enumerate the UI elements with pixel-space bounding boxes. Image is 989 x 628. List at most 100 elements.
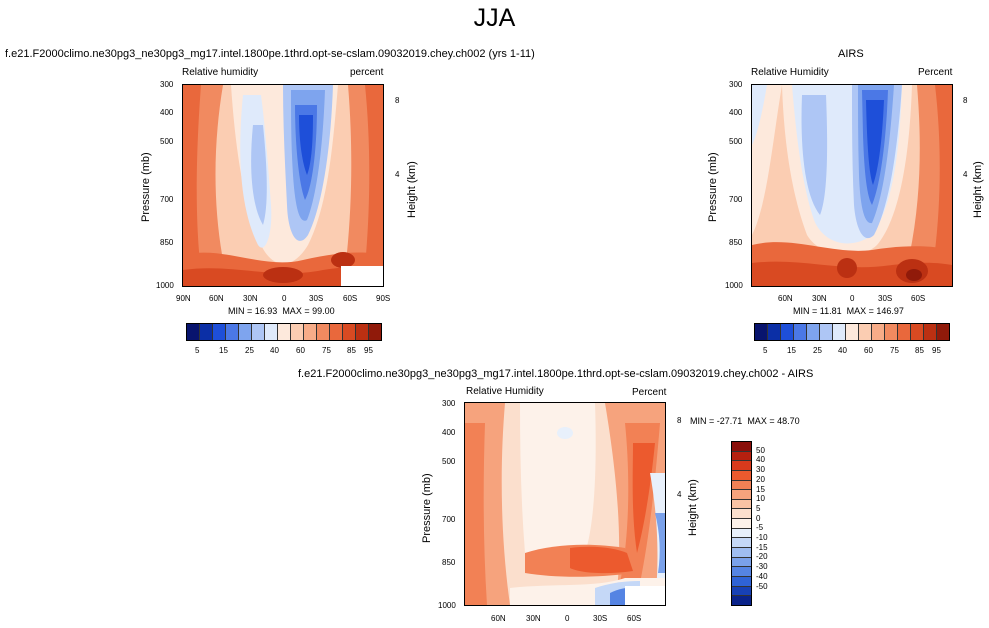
x-tick-0-obs: 0 [850,294,855,303]
cbar-diff-label: 40 [756,455,765,465]
colorbar-swatch [732,528,751,539]
y-tick-850-obs: 850 [729,238,743,247]
cbar-label-75: 75 [890,346,899,355]
colorbar-model [186,323,382,341]
y-axis-label-model: Pressure (mb) [140,152,152,222]
colorbar-swatch [846,324,859,340]
colorbar-swatch [807,324,820,340]
contour-plot-diff [464,402,666,606]
colorbar-swatch [732,596,751,605]
colorbar-swatch [317,324,330,340]
panel-title-obs: AIRS [838,48,864,60]
colorbar-swatch [833,324,846,340]
colorbar-swatch [859,324,872,340]
panel-title-diff: f.e21.F2000climo.ne30pg3_ne30pg3_mg17.in… [298,368,814,380]
min-max-diff: MIN = -27.71 MAX = 48.70 [690,416,800,426]
max-label: MAX = [282,306,313,316]
colorbar-swatch [732,548,751,558]
min-value: 16.93 [254,306,278,316]
x-tick-60n-model: 60N [209,294,224,303]
cbar-diff-label: 50 [756,445,765,455]
y2-axis-label-obs: Height (km) [972,161,984,218]
x-tick-30s-diff: 30S [593,614,608,623]
x-tick-0-diff: 0 [565,614,570,623]
y-tick-1000-obs: 1000 [725,281,743,290]
colorbar-swatch [291,324,304,340]
y-tick-500-model: 500 [160,137,174,146]
cbar-diff-label: -15 [756,542,768,552]
x-tick-30n-model: 30N [243,294,258,303]
y-tick-300-obs: 300 [729,80,743,89]
cbar-label-95: 95 [932,346,941,355]
cbar-diff-label: -10 [756,533,768,543]
left-label-obs: Relative Humidity [751,67,829,78]
max-label: MAX = [846,306,877,316]
y-tick-850-model: 850 [160,238,174,247]
max-label: MAX = [747,416,778,426]
colorbar-swatch [369,324,381,340]
y-tick-400-diff: 400 [442,428,456,437]
right-label-model: percent [350,67,384,78]
y-tick-1000-diff: 1000 [438,601,456,610]
cbar-label-60: 60 [296,346,305,355]
cbar-label-95: 95 [364,346,373,355]
colorbar-swatch [732,461,751,471]
cbar-label-85: 85 [915,346,924,355]
y-tick-300-diff: 300 [442,399,456,408]
x-tick-30n-diff: 30N [526,614,541,623]
colorbar-swatch [885,324,898,340]
x-tick-60n-diff: 60N [491,614,506,623]
contour-plot-model [182,84,384,287]
cbar-diff-label: 15 [756,484,765,494]
y-tick-500-diff: 500 [442,457,456,466]
panel-title-model: f.e21.F2000climo.ne30pg3_ne30pg3_mg17.in… [5,48,535,60]
max-value: 99.00 [312,306,335,316]
colorbar-swatch [732,576,751,587]
y-tick-400-obs: 400 [729,108,743,117]
contour-plot-obs [751,84,953,287]
colorbar-swatch [732,509,751,520]
min-value: -27.71 [716,416,743,426]
y2-tick-4-model: 4 [395,170,400,179]
cbar-diff-label: 30 [756,465,765,475]
min-max-obs: MIN = 11.81 MAX = 146.97 [793,306,904,316]
cbar-label-5: 5 [763,346,768,355]
cbar-diff-label: 20 [756,474,765,484]
colorbar-swatch [356,324,369,340]
x-tick-60s-obs: 60S [911,294,926,303]
left-label-diff: Relative Humidity [466,386,544,397]
cbar-diff-label: 5 [756,503,761,513]
y-axis-label-diff: Pressure (mb) [421,473,433,543]
colorbar-swatch [187,324,200,340]
colorbar-swatch [265,324,278,340]
max-value: 146.97 [876,306,904,316]
y-axis-label-obs: Pressure (mb) [707,152,719,222]
cbar-label-40: 40 [838,346,847,355]
cbar-label-60: 60 [864,346,873,355]
colorbar-swatch [252,324,265,340]
colorbar-swatch [755,324,768,340]
right-label-diff: Percent [632,387,667,398]
y2-axis-label-model: Height (km) [406,161,418,218]
colorbar-swatch [343,324,356,340]
cbar-label-40: 40 [270,346,279,355]
colorbar-swatch [732,519,751,529]
y2-tick-8-model: 8 [395,96,400,105]
min-max-model: MIN = 16.93 MAX = 99.00 [228,306,335,316]
y-tick-1000-model: 1000 [156,281,174,290]
min-label: MIN = [228,306,255,316]
x-tick-60s-diff: 60S [627,614,642,623]
cbar-label-15: 15 [219,346,228,355]
x-tick-60s-model: 60S [343,294,358,303]
colorbar-swatch [330,324,343,340]
colorbar-swatch [239,324,252,340]
x-tick-90n-model: 90N [176,294,191,303]
y2-tick-8-obs: 8 [963,96,968,105]
colorbar-swatch [794,324,807,340]
colorbar-swatch [732,490,751,500]
colorbar-swatch [898,324,911,340]
cbar-label-25: 25 [245,346,254,355]
x-tick-30s-obs: 30S [878,294,893,303]
x-tick-30s-model: 30S [309,294,324,303]
cbar-label-5: 5 [195,346,200,355]
